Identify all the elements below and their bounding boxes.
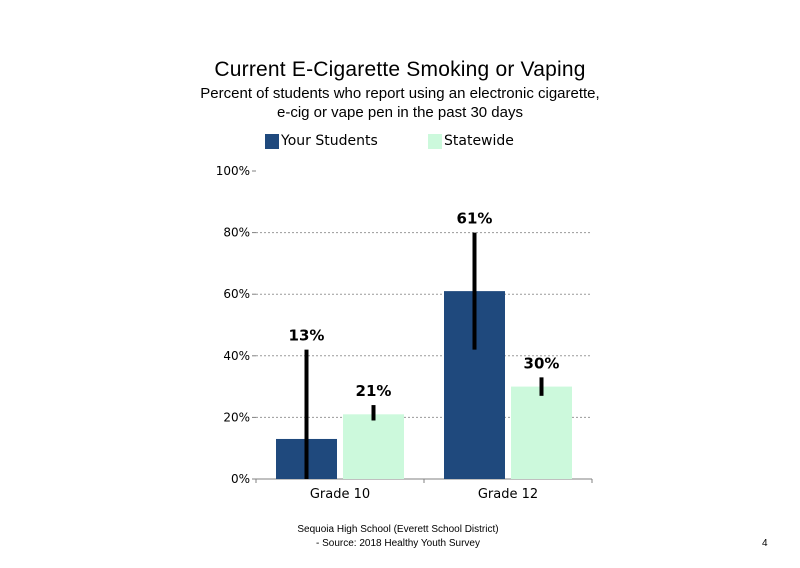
legend-swatch-statewide: [428, 133, 442, 149]
y-tick-label: 0%: [231, 472, 250, 486]
legend: Your Students Statewide: [0, 133, 800, 153]
chart-subtitle-line1: Percent of students who report using an …: [200, 85, 600, 102]
x-tick-label: Grade 12: [478, 487, 538, 502]
y-tick-label: 60%: [223, 287, 250, 301]
bar: [511, 386, 572, 479]
chart-title: Current E-Cigarette Smoking or Vaping: [214, 58, 586, 81]
footer-source: - Source: 2018 Healthy Youth Survey: [316, 538, 480, 549]
y-tick-label: 80%: [223, 226, 250, 240]
legend-swatch-your-students: [265, 133, 279, 149]
page-number: 4: [762, 538, 768, 549]
bar: [343, 414, 404, 479]
data-label: 30%: [524, 354, 560, 372]
footer-school: Sequoia High School (Everett School Dist…: [297, 524, 499, 535]
data-label: 21%: [356, 382, 392, 400]
chart-subtitle-line2: e-cig or vape pen in the past 30 days: [277, 104, 523, 121]
x-tick-label: Grade 10: [310, 487, 370, 502]
legend-label-your-students: Your Students: [281, 133, 378, 149]
data-label: 13%: [289, 327, 325, 345]
y-tick-label: 40%: [223, 349, 250, 363]
y-tick-label: 100%: [216, 164, 250, 178]
legend-item-statewide: Statewide: [428, 133, 514, 149]
data-label: 61%: [457, 210, 493, 228]
legend-item-your-students: Your Students: [265, 133, 378, 149]
y-tick-label: 20%: [223, 410, 250, 424]
legend-label-statewide: Statewide: [444, 133, 514, 149]
